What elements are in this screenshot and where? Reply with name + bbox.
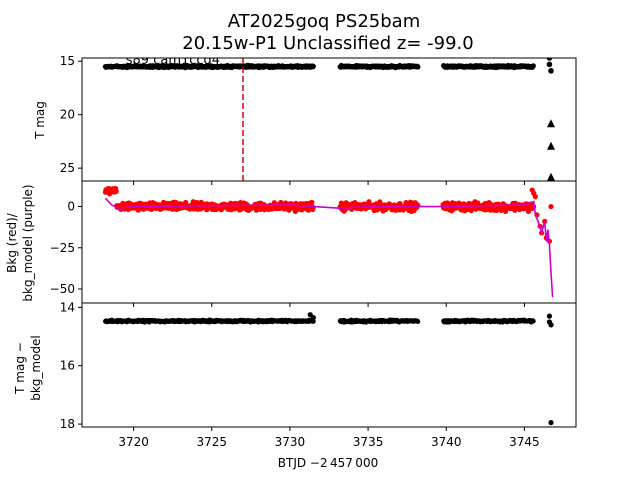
late-point — [548, 52, 554, 58]
plot-area — [103, 312, 554, 426]
data-point — [415, 319, 421, 324]
upper-limit-marker — [545, 49, 553, 57]
data-point — [310, 314, 316, 321]
bkg-point — [366, 199, 372, 205]
panel-difference: 14 16 18 3720 3725 3730 3735 3740 3745 — [60, 300, 577, 449]
panel-background: 0 −25 −50 — [50, 180, 577, 307]
upper-limit-marker — [546, 141, 555, 150]
upper-limit-marker — [546, 172, 555, 181]
panel2-ylabel-line1: Bkg (red)/ — [5, 212, 19, 273]
panel-light-curve: s89 cam1ccd4 15 20 25 — [60, 44, 577, 185]
bkg-late-point — [548, 203, 554, 210]
late-point — [546, 61, 553, 68]
late-point — [548, 420, 554, 426]
chart-title-line1: AT2025goq PS25bam — [228, 11, 420, 32]
bkg-point — [309, 199, 315, 205]
data-point — [310, 319, 316, 324]
panel2-ylabel-line2: bkg_model (purple) — [21, 184, 35, 301]
bkg-late-point — [532, 194, 538, 200]
late-point — [547, 47, 553, 53]
panel3-ylabel-line1: T mag − — [13, 342, 27, 395]
axes-frame — [81, 57, 577, 182]
late-point — [548, 68, 554, 74]
y-tick-label: −50 — [50, 282, 75, 296]
y-tick-label: 25 — [60, 161, 75, 175]
x-tick-label: 3745 — [509, 435, 540, 449]
late-point — [546, 313, 553, 319]
x-tick-label: 3735 — [353, 435, 384, 449]
late-point — [548, 322, 554, 328]
upper-limit-marker — [546, 119, 555, 128]
x-axis-label: BTJD −2 457 000 — [278, 456, 378, 470]
y-tick-label: 20 — [60, 108, 75, 122]
bkg-model-line — [104, 197, 554, 298]
x-tick-label: 3740 — [431, 435, 462, 449]
y-tick-label: 0 — [67, 200, 75, 214]
bkg-point — [183, 199, 189, 206]
panel1-ylabel: T mag — [33, 101, 47, 140]
data-point — [415, 64, 421, 70]
late-point — [547, 49, 553, 55]
x-tick-label: 3730 — [275, 435, 306, 449]
chart-title-line2: 20.15w-P1 Unclassified z= -99.0 — [182, 33, 473, 54]
plot-area: s89 cam1ccd4 — [102, 44, 555, 181]
data-point — [530, 318, 536, 324]
sector-annotation: s89 cam1ccd4 — [126, 53, 220, 68]
y-tick-label: −25 — [50, 241, 75, 255]
y-tick-label: 15 — [60, 54, 75, 68]
axes-frame — [81, 180, 577, 304]
panel3-ylabel-line2: bkg_model — [29, 335, 43, 401]
data-point — [530, 63, 536, 69]
upper-limit-marker — [547, 44, 555, 52]
x-tick-label: 3720 — [118, 435, 149, 449]
axes-frame — [81, 302, 577, 428]
y-axis-labels: T mag Bkg (red)/ bkg_model (purple) T ma… — [5, 101, 47, 401]
late-point — [546, 58, 553, 61]
data-point — [310, 63, 316, 69]
x-tick-label: 3725 — [196, 435, 227, 449]
bkg-point — [113, 188, 119, 195]
y-tick-label: 16 — [60, 359, 75, 373]
y-tick-label: 18 — [60, 417, 75, 431]
plot-area — [102, 185, 554, 298]
y-tick-label: 14 — [60, 300, 75, 314]
